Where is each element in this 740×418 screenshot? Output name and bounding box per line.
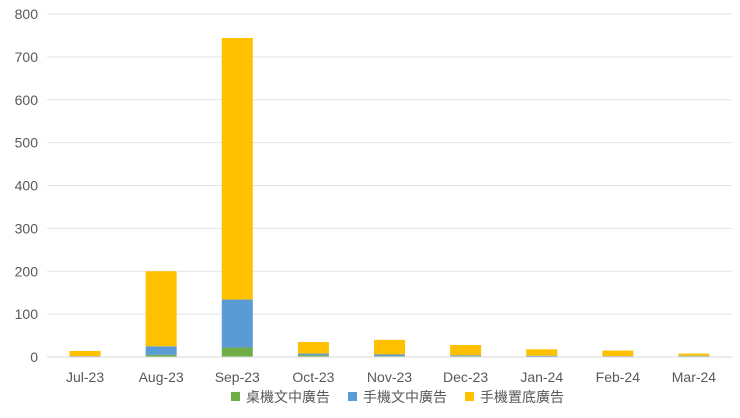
y-tick-label: 500 (15, 135, 39, 151)
y-tick-label: 400 (15, 178, 39, 194)
bar-Sep-23-series-3 (221, 38, 253, 300)
y-tick-label: 700 (15, 49, 39, 65)
gridlines (47, 13, 732, 315)
x-tick-label: Sep-23 (215, 369, 260, 385)
bar-Aug-23-series-3 (145, 271, 177, 347)
bar-Jan-24-series-2 (526, 355, 558, 357)
bar-Mar-24-series-3 (678, 353, 710, 356)
bar-Dec-23-series-2 (450, 355, 482, 357)
x-tick-label: Jul-23 (66, 369, 104, 385)
x-tick-label: Mar-24 (672, 369, 717, 385)
bar-Oct-23-series-2 (297, 353, 329, 356)
bar-Oct-23-series-1 (297, 355, 329, 357)
legend-label-2: 手機文中廣告 (363, 389, 447, 405)
bar-Oct-23-series-3 (297, 341, 329, 354)
y-tick-label: 300 (15, 220, 39, 236)
x-tick-label: Nov-23 (367, 369, 412, 385)
x-tick-label: Dec-23 (443, 369, 488, 385)
bar-Feb-24-series-3 (602, 350, 634, 357)
x-tick-label: Feb-24 (596, 369, 641, 385)
y-axis-ticks: 0 100 200 300 400 500 600 700 800 (15, 6, 39, 365)
legend-label-3: 手機置底廣告 (480, 389, 564, 405)
x-axis-ticks: Jul-23 Aug-23 Sep-23 Oct-23 Nov-23 Dec-23 Jan-… (66, 369, 716, 385)
y-tick-label: 200 (15, 263, 39, 279)
legend-label-1: 桌機文中廣告 (246, 389, 330, 405)
bar-Aug-23-series-2 (145, 346, 177, 355)
bar-Nov-23-series-3 (374, 339, 405, 355)
bar-Sep-23-series-2 (221, 299, 253, 348)
x-tick-label: Aug-23 (139, 369, 184, 385)
legend-swatch-1 (231, 392, 240, 401)
legend-swatch-3 (465, 392, 474, 401)
y-tick-label: 800 (15, 6, 39, 22)
bar-Aug-23-series-1 (145, 354, 177, 357)
y-tick-label: 100 (15, 306, 39, 322)
x-tick-label: Jan-24 (520, 369, 563, 385)
y-tick-label: 0 (30, 349, 38, 365)
bars (69, 38, 710, 357)
bar-Nov-23-series-2 (374, 354, 405, 357)
bar-Jul-23-series-3 (69, 350, 101, 357)
legend-swatch-2 (348, 392, 357, 401)
legend: 桌機文中廣告 手機文中廣告 手機置底廣告 (231, 389, 564, 405)
x-tick-label: Oct-23 (292, 369, 334, 385)
bar-Jan-24-series-3 (526, 349, 558, 356)
bar-Sep-23-series-1 (221, 347, 253, 357)
bar-Dec-23-series-3 (450, 344, 482, 356)
y-tick-label: 600 (15, 92, 39, 108)
